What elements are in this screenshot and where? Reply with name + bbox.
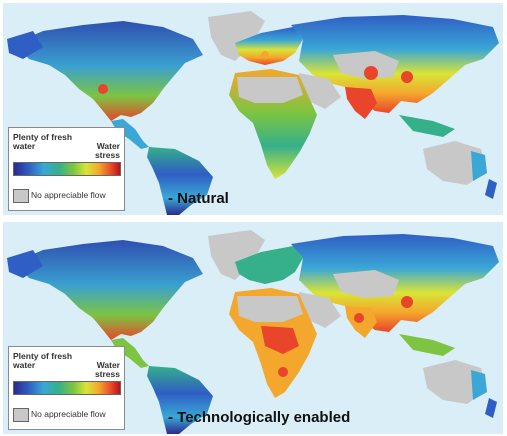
- legend-right-label: Water stress: [94, 141, 120, 160]
- australia-shape: [423, 141, 487, 185]
- europe-shape: [235, 246, 303, 284]
- se-asia-shape: [399, 334, 455, 356]
- legend-color-scale: [13, 162, 121, 176]
- new-zealand-shape: [485, 179, 497, 199]
- stress-hotspot: [364, 66, 378, 80]
- sahara-shape: [237, 296, 303, 322]
- map-panel-technologically-enabled: Plenty of fresh water Water stress No ap…: [3, 222, 503, 434]
- central-africa-shape: [261, 326, 299, 354]
- se-asia-shape: [399, 115, 455, 137]
- north-america-shape: [15, 21, 203, 121]
- legend-left-label: Plenty of fresh water: [13, 351, 73, 370]
- sahara-shape: [237, 77, 303, 103]
- stress-hotspot: [261, 51, 269, 59]
- stress-hotspot: [401, 296, 413, 308]
- australia-shape: [423, 360, 487, 404]
- alaska-shape: [7, 31, 43, 59]
- panel-caption: - Technologically enabled: [168, 409, 351, 426]
- north-america-shape: [15, 240, 203, 340]
- central-america-shape: [111, 338, 149, 368]
- south-america-shape: [147, 366, 213, 434]
- panel-caption: - Natural: [168, 190, 229, 207]
- new-zealand-shape: [485, 398, 497, 418]
- legend-right-label: Water stress: [94, 360, 120, 379]
- stress-hotspot: [98, 84, 108, 94]
- legend-color-scale: [13, 381, 121, 395]
- map-panel-natural: Plenty of fresh water Water stress No ap…: [3, 3, 503, 215]
- world-map-technologically-enabled: [7, 230, 499, 434]
- map-legend: Plenty of fresh water Water stress No ap…: [8, 346, 125, 430]
- legend-no-flow-label: No appreciable flow: [31, 190, 106, 200]
- legend-no-flow-swatch: [13, 408, 29, 422]
- legend-left-label: Plenty of fresh water: [13, 132, 73, 151]
- south-america-shape: [147, 147, 213, 215]
- europe-shape: [235, 27, 303, 65]
- world-map-natural: [7, 11, 499, 215]
- landmasses: [7, 230, 499, 434]
- australia-east-shape: [471, 370, 487, 400]
- central-asia-dry-shape: [333, 270, 399, 298]
- greenland-shape: [208, 11, 265, 61]
- central-america-shape: [111, 119, 149, 149]
- landmasses: [7, 11, 499, 215]
- map-legend: Plenty of fresh water Water stress No ap…: [8, 127, 125, 211]
- india-shape: [345, 87, 377, 119]
- stress-hotspot: [354, 313, 364, 323]
- stress-hotspot: [278, 367, 288, 377]
- greenland-shape: [208, 230, 265, 280]
- legend-no-flow-swatch: [13, 189, 29, 203]
- alaska-shape: [7, 250, 43, 278]
- stress-hotspot: [401, 71, 413, 83]
- central-asia-dry-shape: [333, 51, 399, 79]
- australia-east-shape: [471, 151, 487, 181]
- legend-no-flow-label: No appreciable flow: [31, 409, 106, 419]
